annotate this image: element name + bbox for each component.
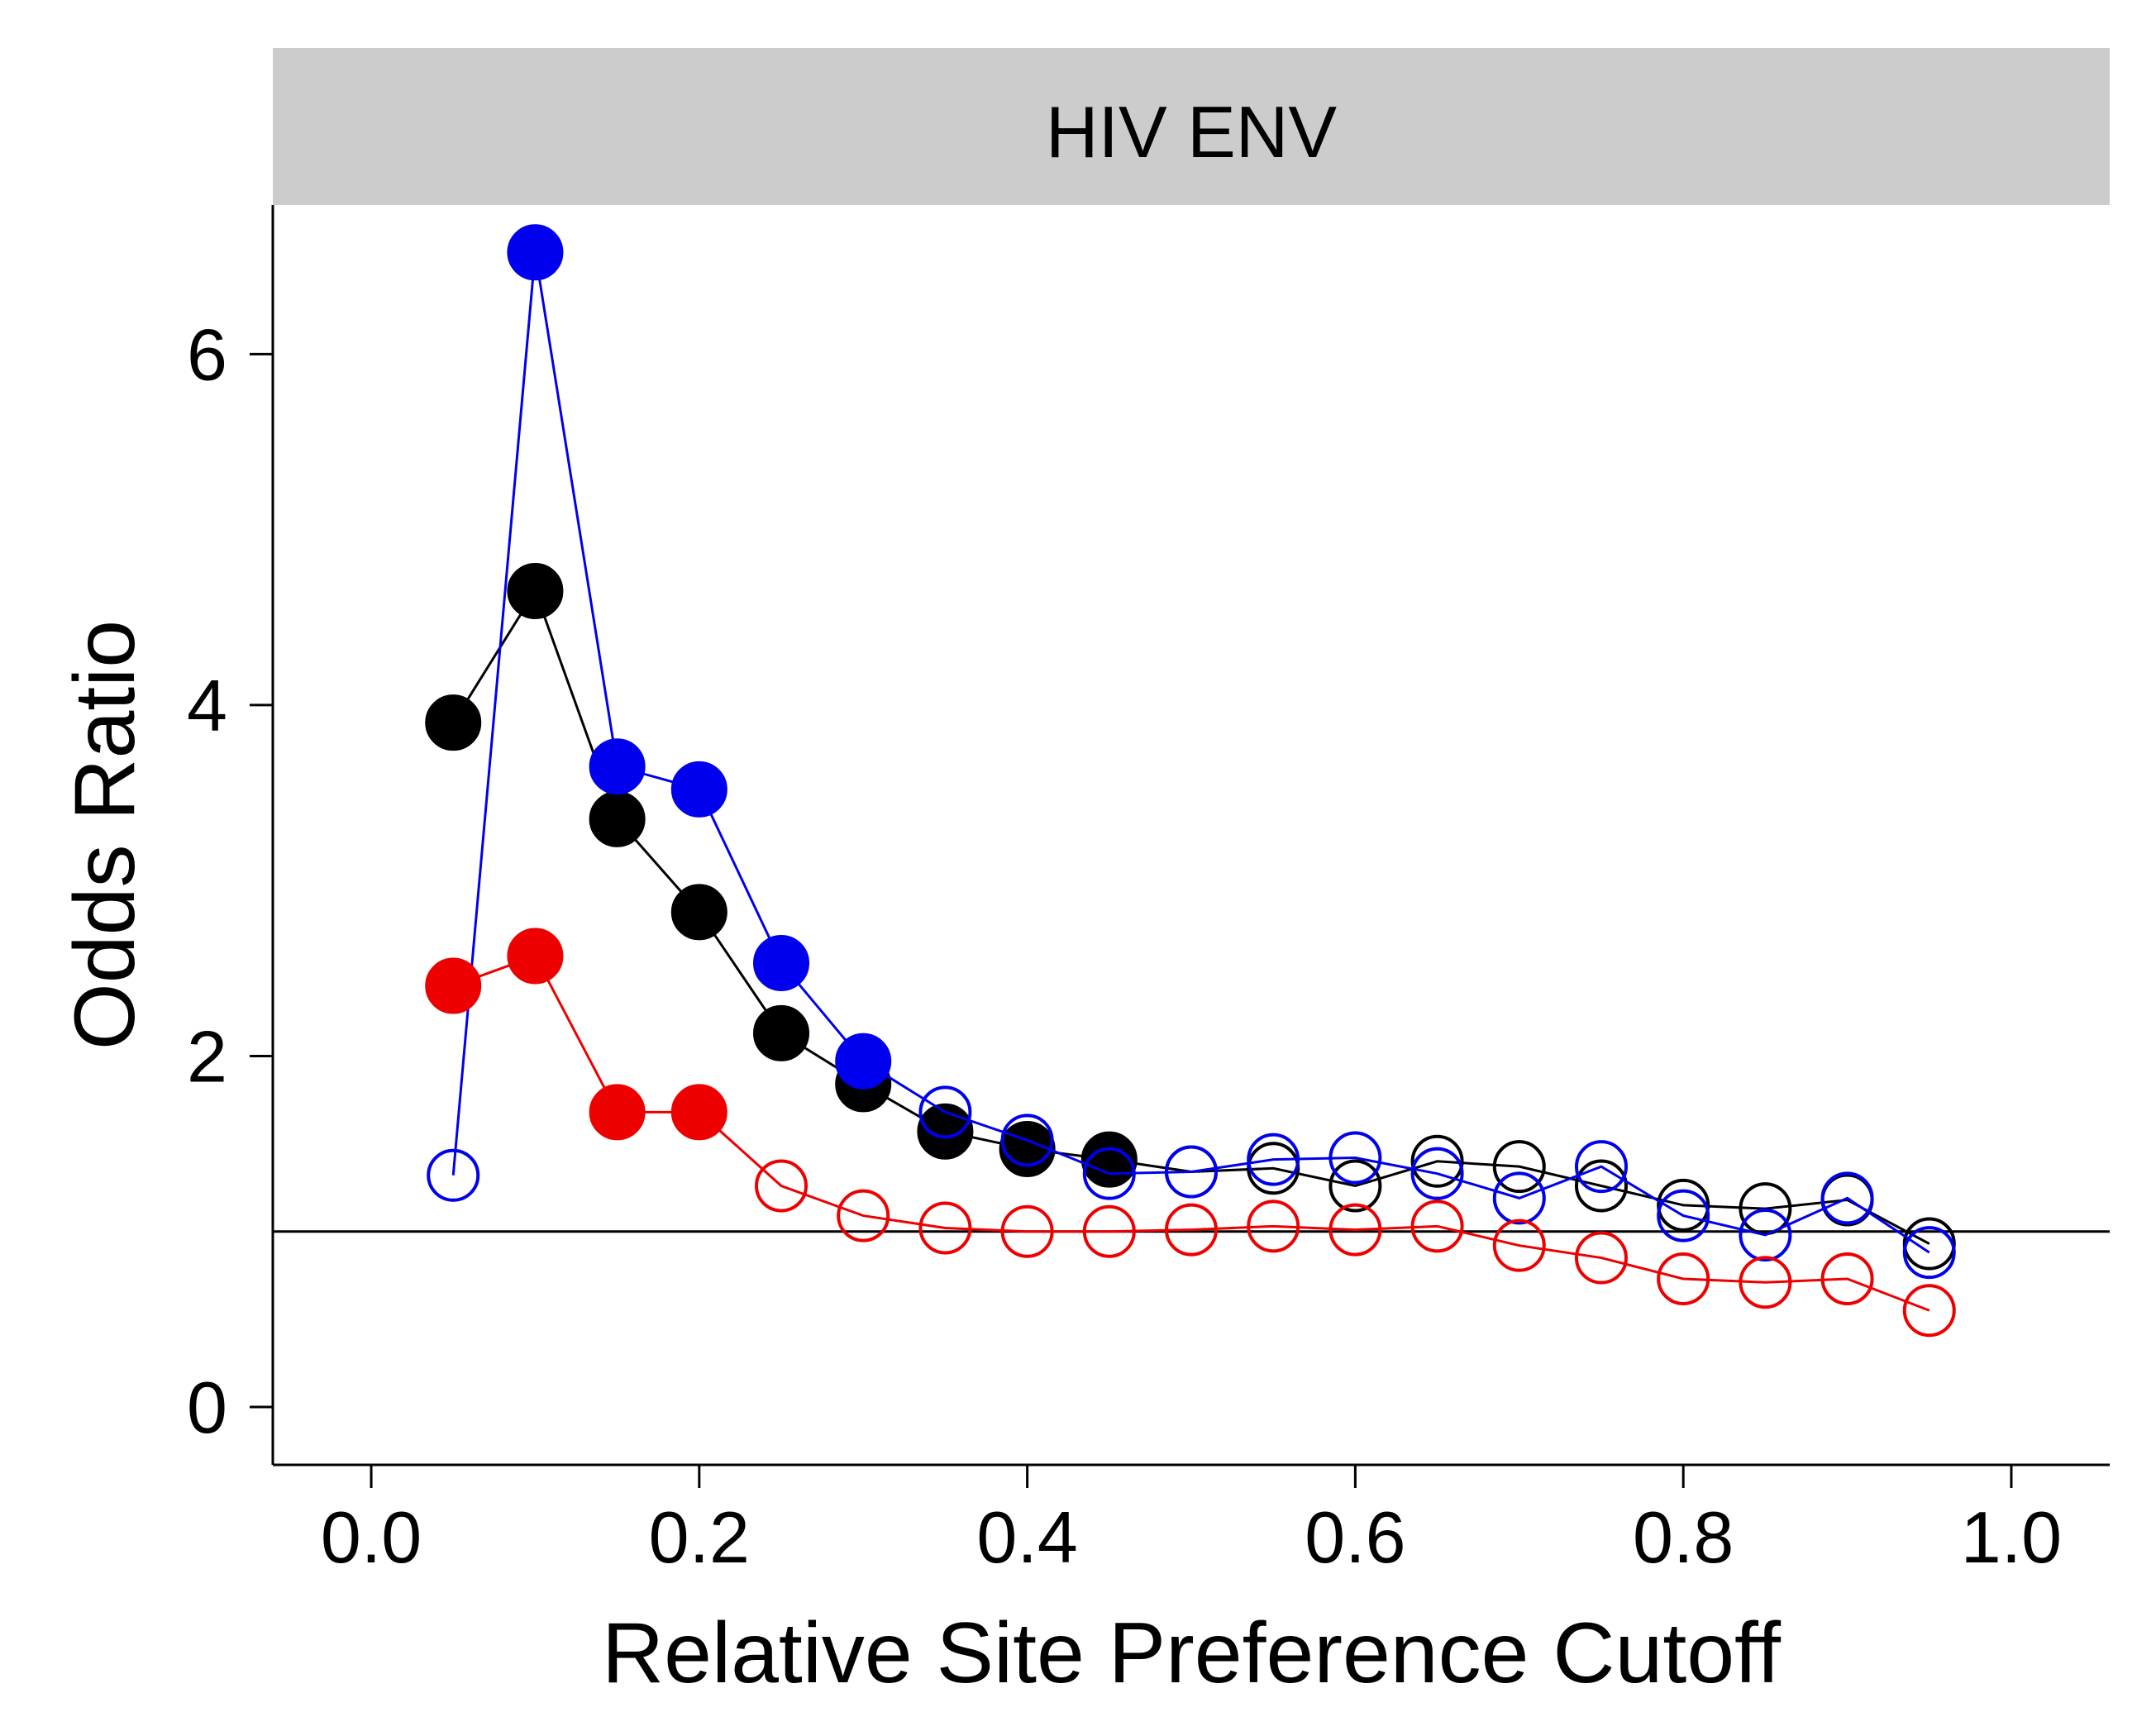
data-point-open	[1247, 1133, 1300, 1186]
y-axis-ticks: 0 2 4 6	[187, 313, 273, 1448]
data-point-filled	[753, 934, 810, 991]
data-point-filled	[589, 738, 646, 795]
data-point-open	[1739, 1182, 1792, 1236]
y-tick-label: 2	[187, 1015, 227, 1097]
data-point-open	[1410, 1147, 1464, 1200]
data-point-filled	[835, 1033, 892, 1090]
data-point-open	[1820, 1252, 1874, 1306]
data-point-open	[1739, 1208, 1792, 1261]
y-axis-title: Odds Ratio	[57, 620, 153, 1050]
data-point-open	[1328, 1159, 1382, 1213]
data-point-open	[837, 1189, 890, 1242]
data-point-filled	[670, 884, 727, 941]
data-point-filled	[425, 957, 482, 1014]
series-line	[452, 954, 1930, 1312]
data-point-open	[1000, 1114, 1054, 1167]
data-point-filled	[507, 562, 564, 619]
data-point-filled	[589, 1084, 646, 1141]
data-point-open	[1657, 1189, 1710, 1242]
x-tick-label: 0.4	[976, 1496, 1077, 1578]
data-point-filled	[507, 224, 564, 281]
data-point-open	[1574, 1159, 1628, 1213]
data-point-open	[918, 1085, 972, 1139]
data-point-open	[1574, 1140, 1628, 1194]
series-layer	[425, 224, 1956, 1338]
x-tick-label: 0.8	[1633, 1496, 1734, 1578]
series-1	[427, 224, 1956, 1280]
data-point-open	[1739, 1256, 1792, 1309]
data-point-open	[1082, 1204, 1136, 1258]
data-point-open	[1657, 1178, 1710, 1232]
data-point-open	[1000, 1204, 1054, 1258]
data-point-open	[1902, 1226, 1956, 1280]
data-point-open	[1820, 1171, 1874, 1225]
x-tick-label: 1.0	[1961, 1496, 2062, 1578]
data-point-open	[1082, 1147, 1136, 1200]
y-tick-label: 6	[187, 313, 227, 395]
data-point-open	[1165, 1203, 1218, 1257]
data-point-open	[1410, 1199, 1464, 1253]
x-axis-title: Relative Site Preference Cutoff	[602, 1605, 1782, 1701]
data-point-open	[1247, 1199, 1300, 1253]
data-point-open	[1657, 1252, 1710, 1306]
data-point-open	[1574, 1231, 1628, 1285]
y-tick-label: 0	[187, 1366, 227, 1448]
x-tick-label: 0.6	[1305, 1496, 1405, 1578]
data-point-open	[1492, 1219, 1546, 1272]
data-point-open	[1902, 1284, 1956, 1338]
series-0	[425, 562, 1956, 1271]
data-point-open	[1328, 1131, 1382, 1185]
data-point-open	[1410, 1134, 1464, 1188]
data-point-open	[1492, 1140, 1546, 1194]
data-point-filled	[507, 928, 564, 985]
data-point-open	[755, 1159, 809, 1213]
data-point-filled	[753, 1004, 810, 1061]
data-point-filled	[425, 694, 482, 751]
data-point-filled	[670, 1084, 727, 1141]
y-tick-label: 4	[187, 665, 227, 746]
data-point-open	[918, 1201, 972, 1255]
facet-strip-label: HIV ENV	[1046, 91, 1337, 173]
series-2	[425, 928, 1956, 1338]
x-tick-label: 0.0	[321, 1496, 422, 1578]
data-point-filled	[589, 790, 646, 847]
data-point-open	[1328, 1203, 1382, 1257]
data-point-open	[1165, 1145, 1218, 1199]
data-point-open	[427, 1148, 480, 1202]
x-tick-label: 0.2	[649, 1496, 750, 1578]
x-axis-ticks: 0.0 0.2 0.4 0.6 0.8 1.0	[321, 1465, 2062, 1578]
data-point-filled	[670, 761, 727, 818]
data-point-open	[1492, 1171, 1546, 1225]
facet-strip	[273, 48, 2110, 205]
